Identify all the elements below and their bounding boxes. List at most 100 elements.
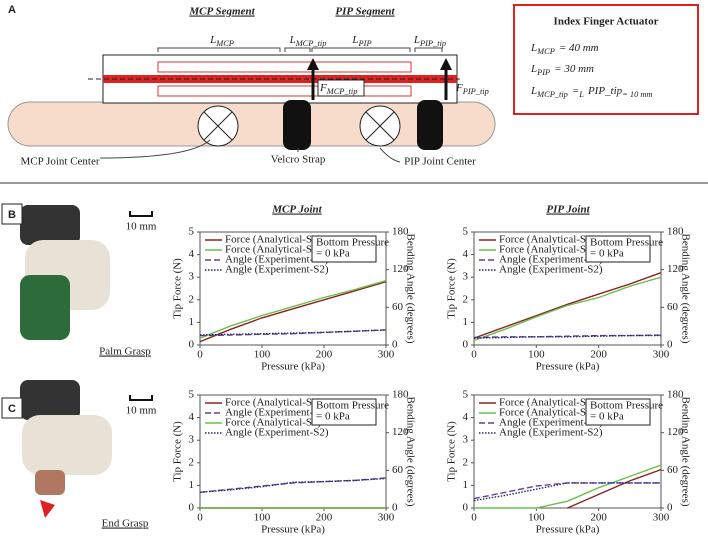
arrow-head (307, 58, 319, 70)
series-line (473, 276, 662, 342)
y2-tick-label: 120 (667, 263, 684, 275)
y-tick-label: 0 (189, 502, 195, 514)
scale-label: 10 mm (126, 405, 157, 417)
annotation-box (585, 398, 651, 426)
legend-label: Force (Analytical-S2) (225, 244, 322, 256)
info-box (513, 4, 699, 115)
chamber (157, 85, 412, 97)
x-tick-label: 300 (378, 512, 395, 524)
annotation-box (311, 398, 377, 426)
joint-label: PIP Joint Center (404, 156, 476, 168)
box-title: Index Finger Actuator (554, 16, 659, 28)
text-part: L (209, 34, 216, 46)
annotation: Bottom Pressure (316, 400, 389, 412)
x-axis-label: Pressure (kPa) (536, 361, 600, 373)
y-tick-label: 0 (189, 339, 195, 351)
series-line (199, 279, 387, 339)
y-tick-label: 3 (463, 434, 469, 446)
subscript: PIP (536, 68, 550, 77)
series-line (473, 482, 661, 502)
text-part: = 40 mm (559, 42, 599, 54)
series-line (199, 329, 387, 336)
annotation: = 0 kPa (316, 248, 350, 260)
y-tick-label: 4 (463, 411, 469, 423)
y2-tick-label: 60 (667, 464, 679, 476)
legend-label: Force (Analytical-S1) (499, 234, 596, 246)
column-title: MCP Joint (271, 204, 322, 216)
equation: LPIP = 30 mm (530, 63, 594, 78)
y-tick-label: 2 (189, 293, 195, 305)
y-tick-label: 2 (463, 293, 469, 305)
y-axis-label: Tip Force (N) (172, 258, 184, 319)
subscript: MCP_tip (295, 39, 327, 48)
grasp-label: Palm Grasp (99, 346, 151, 358)
annotation-box (585, 235, 651, 263)
x-tick-label: 0 (197, 512, 203, 524)
chamber (157, 61, 412, 73)
annotation: Bottom Pressure (316, 237, 389, 249)
text-part: L (530, 63, 537, 75)
y2-axis-label: Bending Angle (degrees) (404, 397, 416, 507)
annotation: = 0 kPa (590, 248, 624, 260)
panel-label: A (8, 4, 16, 16)
series-line (199, 477, 387, 493)
text-part: L (530, 42, 537, 54)
legend-label: Angle (Experiment-S2) (225, 264, 329, 276)
plot-frame (199, 231, 387, 346)
y2-tick-label: 60 (392, 464, 404, 476)
y2-axis-label: Bending Angle (degrees) (679, 234, 691, 344)
joint-label: MCP Joint Center (20, 156, 99, 168)
y-tick-label: 5 (189, 389, 195, 401)
equation: LMCP_tip =L PIP_tip= 10 mm (530, 85, 652, 100)
plot-frame (473, 231, 662, 346)
annotation: = 0 kPa (316, 411, 350, 423)
dimension-lines (99, 47, 443, 163)
force-label: FPIP_tip (455, 82, 489, 97)
length-label: LPIP (351, 34, 371, 49)
y-axis-label: Tip Force (N) (172, 421, 184, 482)
y-tick-label: 3 (189, 434, 195, 446)
subscript: L (578, 90, 584, 99)
length-label: LMCP (209, 34, 234, 49)
force-label: FMCP_tip (319, 82, 357, 97)
y-tick-label: 4 (463, 248, 469, 260)
x-tick-label: 200 (316, 512, 333, 524)
y2-axis-label: Bending Angle (degrees) (404, 234, 416, 344)
x-axis-label: Pressure (kPa) (261, 524, 325, 536)
y2-tick-label: 0 (667, 502, 673, 514)
panel-label-box (1, 203, 23, 225)
legend-label: Angle (Experiment-S2) (499, 427, 603, 439)
text-part: = (572, 85, 579, 97)
annotation: Bottom Pressure (590, 400, 663, 412)
subscript: MCP_tip (536, 90, 568, 99)
series-line (199, 281, 387, 343)
legend-label: Angle (Experiment-S1) (225, 254, 329, 266)
subscript: MCP (215, 39, 234, 48)
x-tick-label: 100 (528, 512, 545, 524)
legend-label: Force (Analytical-S1) (499, 397, 596, 409)
series-line (567, 468, 662, 509)
y-tick-label: 3 (463, 271, 469, 283)
y-tick-label: 4 (189, 411, 195, 423)
legend-label: Force (Analytical-S2) (499, 244, 596, 256)
text-part: PIP_tip (587, 85, 623, 97)
annotation-box (311, 235, 377, 263)
text-part: L (413, 34, 420, 46)
y2-tick-label: 0 (667, 339, 673, 351)
joints (197, 105, 401, 147)
y2-axis-label: Bending Angle (degrees) (679, 397, 691, 507)
scale-bars (129, 211, 153, 401)
legend-label: Force (Analytical-S1) (225, 234, 322, 246)
y-tick-label: 4 (189, 248, 195, 260)
segment-label: PIP Segment (335, 6, 395, 18)
x-tick-label: 200 (590, 349, 607, 361)
panel-label: C (8, 403, 16, 415)
grasp-label: End Grasp (102, 518, 149, 530)
strap-label: Velcro Strap (271, 154, 326, 166)
panel-label-box (1, 397, 23, 419)
velcro (417, 100, 443, 150)
legend-label: Angle (Experiment-S1) (225, 407, 329, 419)
glove-photo (20, 205, 112, 518)
series-line (473, 272, 662, 339)
